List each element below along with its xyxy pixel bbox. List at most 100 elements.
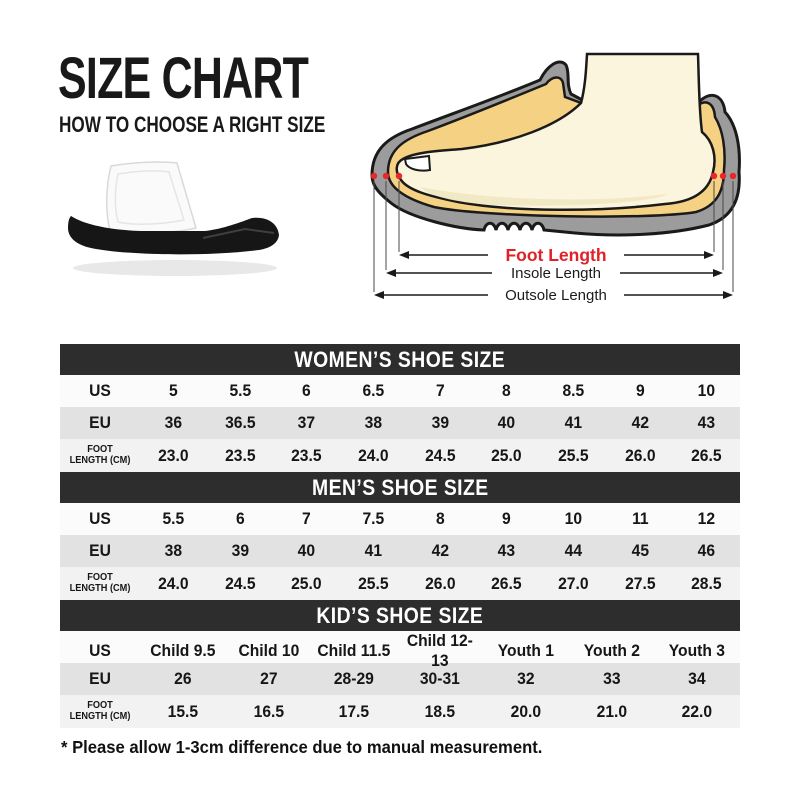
size-cell: 24.5: [424, 445, 456, 465]
size-cell: 27: [259, 669, 278, 688]
size-cell: 25.5: [358, 573, 389, 593]
size-cell: 42: [431, 541, 449, 560]
size-cell: 37: [297, 413, 316, 432]
size-cell: 33: [602, 669, 621, 688]
size-cell: 34: [688, 669, 706, 688]
row-label: EU: [89, 669, 111, 688]
size-cell: 24.0: [358, 445, 389, 465]
table-row: FOOT LENGTH (CM) 15.5 16.5 17.5 18.5 20.0 21.0 2…: [60, 695, 740, 728]
size-cell: 23.0: [158, 445, 189, 465]
table-title: MEN’S SHOE SIZE: [311, 474, 489, 500]
size-cell: 26: [174, 669, 192, 688]
row-label: FOOT LENGTH (CM): [69, 444, 131, 466]
size-cell: 7: [302, 509, 312, 528]
row-label: EU: [89, 541, 111, 560]
sandal-shadow: [73, 260, 277, 276]
size-cell: 41: [364, 541, 383, 560]
size-cell: 41: [564, 413, 583, 432]
insole-length-arrow: Insole Length: [386, 265, 723, 282]
size-cell: 26.0: [624, 445, 656, 465]
size-cell: 16.5: [253, 701, 284, 721]
measurement-footnote: * Please allow 1-3cm difference due to m…: [61, 737, 543, 757]
foot-shading: [420, 187, 667, 206]
size-cell: 26.0: [424, 573, 456, 593]
size-cell: 25.0: [291, 573, 322, 593]
size-cell: 7.5: [362, 509, 385, 528]
size-cell: 27.0: [558, 573, 589, 593]
table-row: US 5.5 6 7 7.5 8 9 10 11 12: [60, 503, 740, 535]
size-cell: 36: [164, 413, 183, 432]
outsole-length-arrow: Outsole Length: [374, 287, 733, 304]
size-cell: 17.5: [339, 701, 370, 721]
outsole-length-label: Outsole Length: [505, 287, 607, 304]
size-cell: 12: [697, 509, 716, 528]
table-row: EU 36 36.5 37 38 39 40 41 42 43: [60, 407, 740, 439]
sandal-strap-seam: [114, 170, 185, 225]
size-cell: Child 12-13: [406, 631, 474, 670]
size-cell: 23.5: [291, 445, 322, 465]
size-cell: 23.5: [224, 445, 256, 465]
size-cell: Youth 3: [669, 641, 726, 660]
size-cell: 26.5: [491, 573, 522, 593]
size-cell: 5.5: [229, 381, 251, 400]
table-row: FOOT LENGTH (CM) 23.0 23.5 23.5 24.0 24.5 25.0 2…: [60, 439, 740, 472]
size-cell: 24.5: [224, 573, 256, 593]
size-cell: 38: [164, 541, 183, 560]
size-cell: 40: [297, 541, 316, 560]
size-cell: 30-31: [419, 669, 460, 688]
size-cell: 18.5: [424, 701, 456, 721]
size-cell: 25.0: [491, 445, 522, 465]
size-cell: 45: [631, 541, 649, 560]
size-cell: 7: [435, 381, 445, 400]
foot-length-arrow: Foot Length: [399, 245, 714, 265]
size-cell: 36.5: [224, 413, 256, 432]
size-cell: 43: [697, 413, 716, 432]
size-cell: 39: [231, 541, 249, 560]
table-title: KID’S SHOE SIZE: [316, 602, 484, 628]
size-cell: 44: [564, 541, 583, 560]
toe-gap: [403, 154, 432, 172]
foot-measurement-diagram: Foot Length Insole Length Outsole Length: [370, 52, 741, 304]
foot-length-label: Foot Length: [505, 245, 606, 265]
size-tables: WOMEN’S SHOE SIZE US 5 5.5 6 6.5 7 8 8.5 9 10 EU 36 3…: [60, 344, 740, 728]
size-table: MEN’S SHOE SIZE US 5.5 6 7 7.5 8 9 10 11 12 EU 38 39 4…: [60, 472, 740, 600]
table-row: EU 38 39 40 41 42 43 44 45 46: [60, 535, 740, 567]
table-row: EU 26 27 28-29 30-31 32 33 34: [60, 663, 740, 695]
size-cell: 15.5: [167, 701, 199, 721]
size-cell: 28.5: [691, 573, 722, 593]
size-cell: 43: [497, 541, 516, 560]
size-cell: Child 10: [238, 641, 299, 660]
size-cell: Youth 2: [583, 641, 640, 660]
size-cell: Child 11.5: [317, 641, 391, 660]
size-cell: 46: [697, 541, 716, 560]
foot-illustration: [395, 52, 716, 212]
size-cell: 32: [516, 669, 535, 688]
guide-lines: [373, 181, 734, 292]
size-cell: 10: [564, 509, 583, 528]
size-cell: 22.0: [681, 701, 713, 721]
size-cell: 5.5: [162, 509, 185, 528]
size-cell: 20.0: [510, 701, 541, 721]
size-cell: Youth 1: [497, 641, 554, 660]
row-label: FOOT LENGTH (CM): [69, 572, 131, 594]
slide-sandal-image: [68, 161, 279, 276]
row-label: US: [89, 641, 111, 660]
size-cell: 8.5: [562, 381, 585, 400]
table-title-bar: WOMEN’S SHOE SIZE: [60, 344, 740, 375]
insole-length-label: Insole Length: [511, 265, 601, 282]
size-cell: 10: [697, 381, 716, 400]
page-title: SIZE CHART: [58, 46, 309, 111]
size-cell: 28-29: [334, 669, 375, 688]
size-cell: 11: [631, 509, 649, 528]
page-subtitle: HOW TO CHOOSE A RIGHT SIZE: [59, 112, 326, 137]
size-cell: 8: [502, 381, 512, 400]
row-label: FOOT LENGTH (CM): [69, 700, 131, 722]
row-label: EU: [89, 413, 111, 432]
size-cell: 27.5: [624, 573, 656, 593]
size-cell: 9: [502, 509, 512, 528]
table-title-bar: KID’S SHOE SIZE: [60, 600, 740, 631]
size-cell: 6.5: [362, 381, 385, 400]
table-title-bar: MEN’S SHOE SIZE: [60, 472, 740, 503]
size-cell: 5: [168, 381, 178, 400]
size-cell: 9: [635, 381, 645, 400]
